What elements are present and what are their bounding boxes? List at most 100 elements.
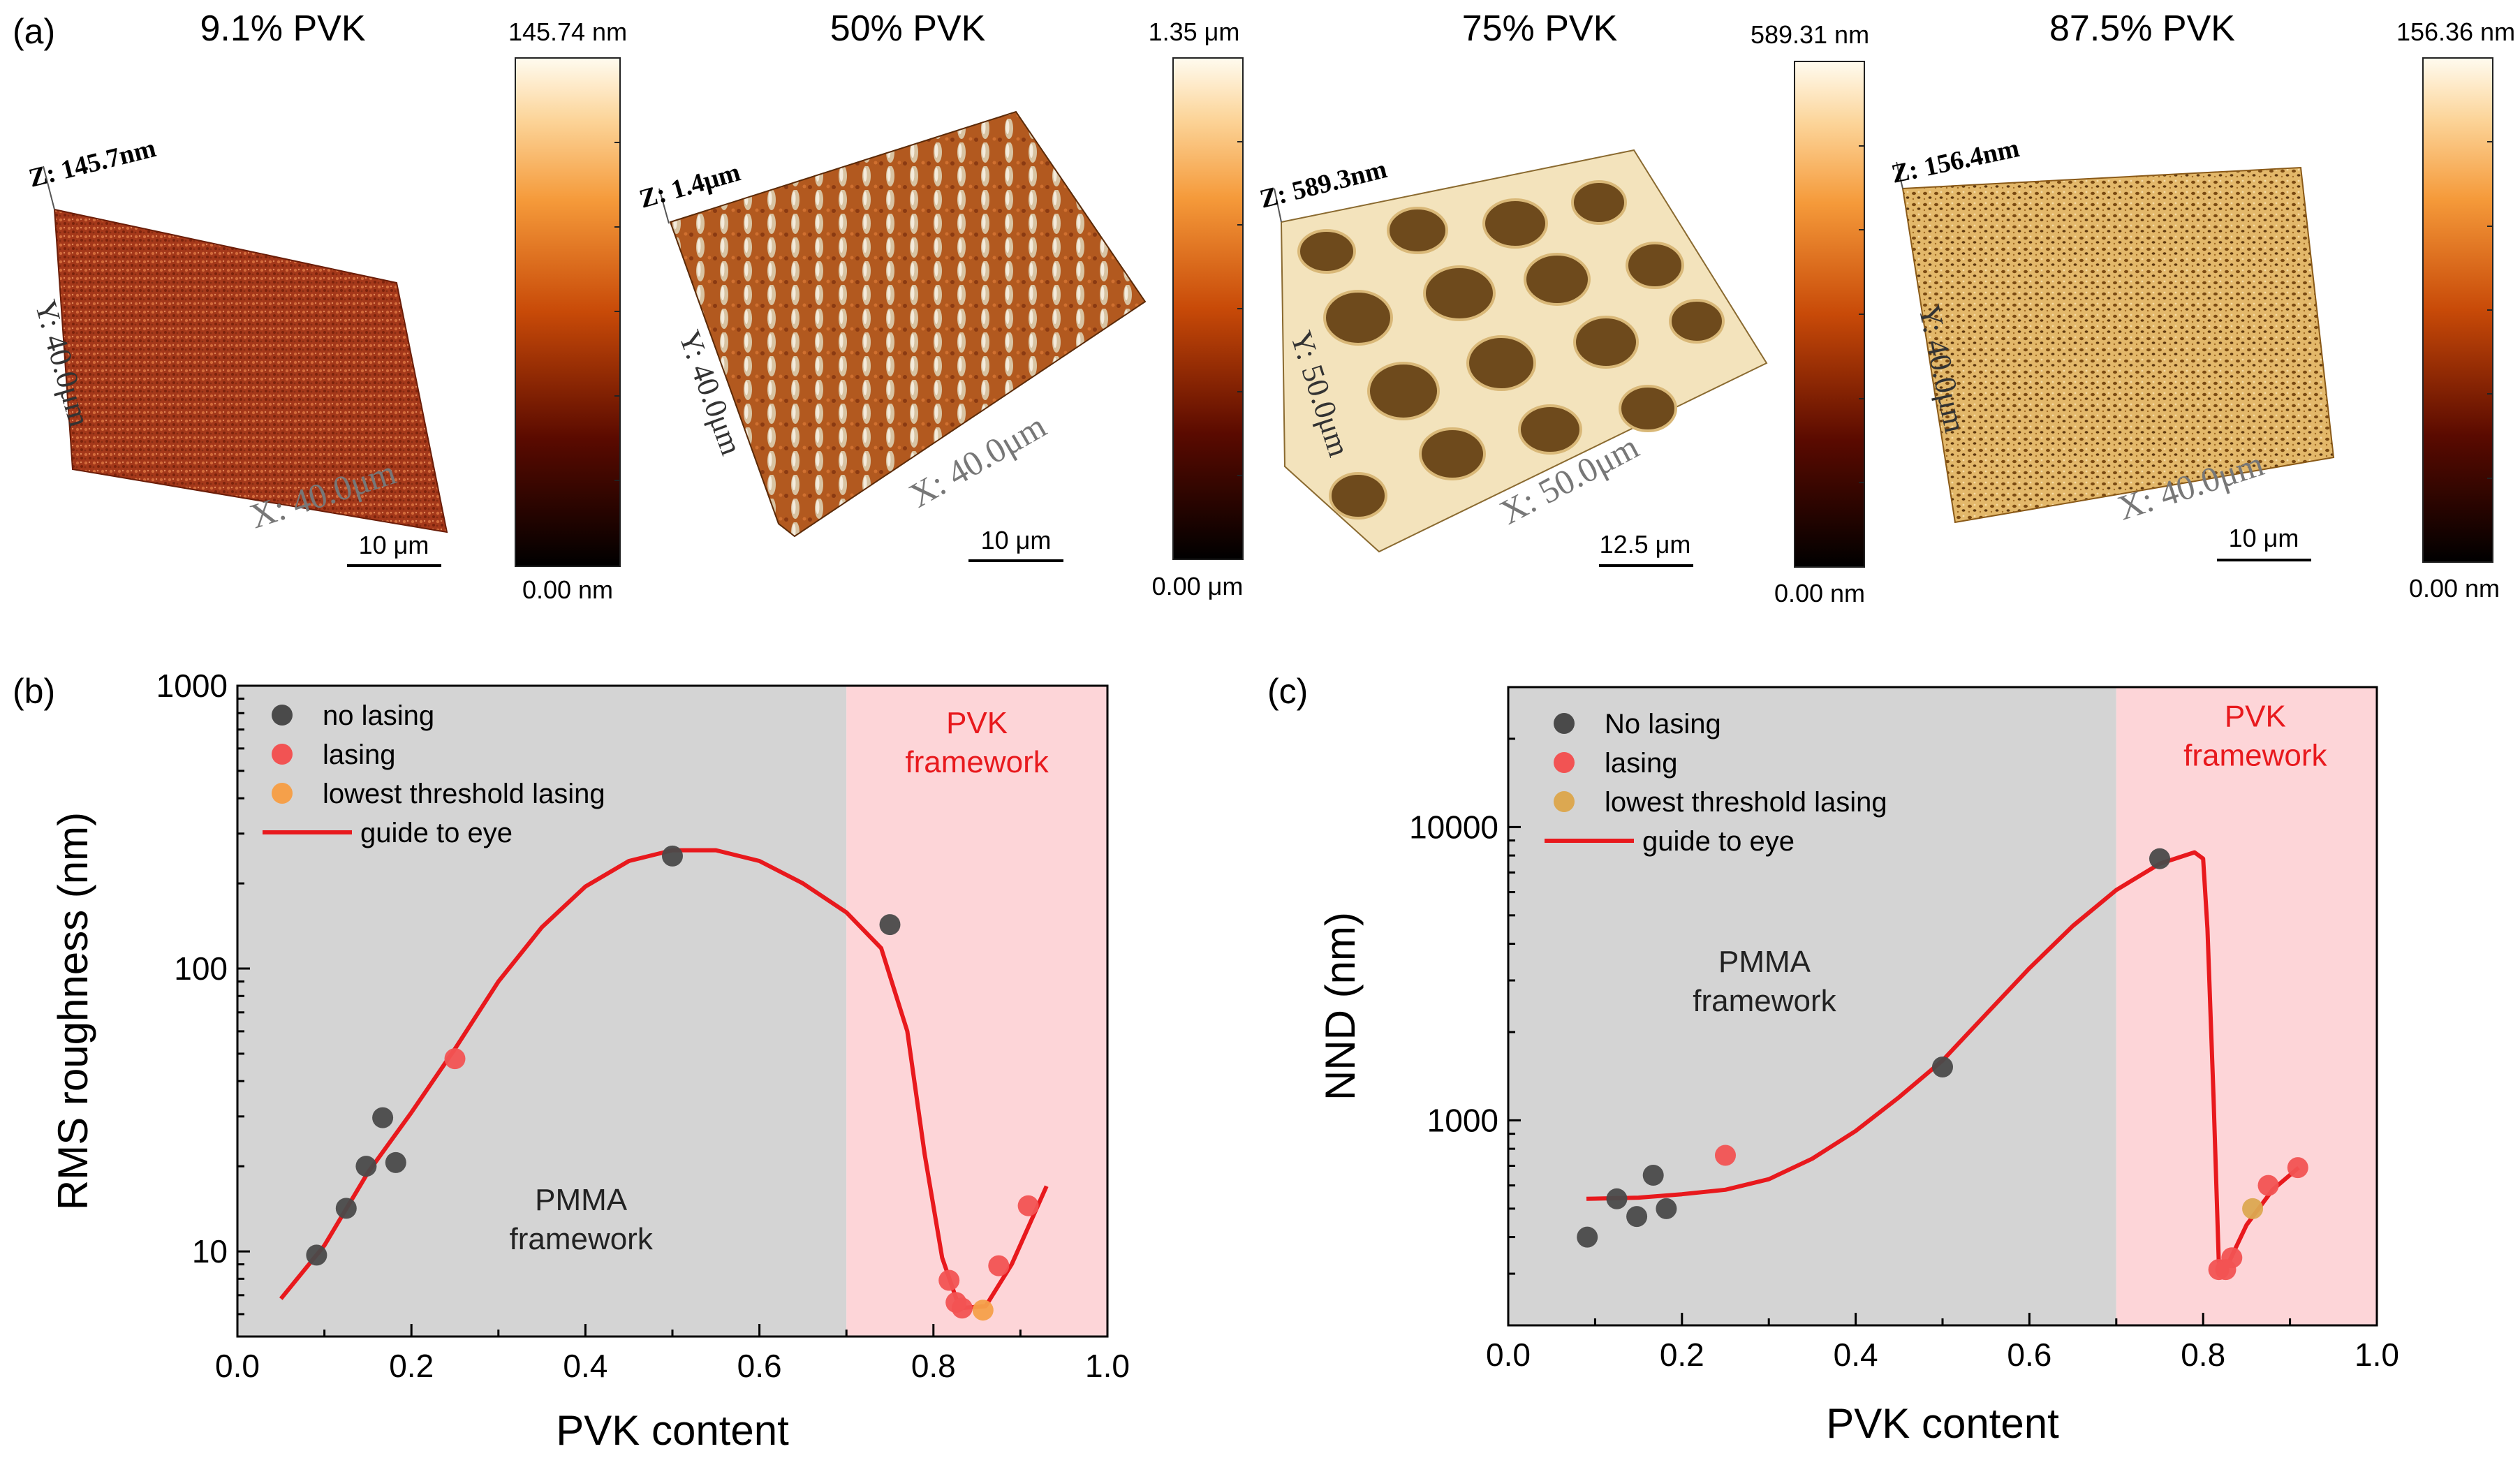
axis-ticks: 0.0 0.2 0.4 0.6 0.8 1.0 1000 10000: [1409, 686, 2399, 1373]
region-label: PVK: [2225, 700, 2286, 734]
z-axis-label: Z: 156.4nm: [1889, 133, 2021, 189]
legend-label: lowest threshold lasing: [1605, 787, 1887, 818]
y-axis-title: NND (nm): [1317, 912, 1364, 1101]
x-tick-label: 0.2: [1660, 1337, 1704, 1373]
region-pmma-framework: [1508, 687, 2116, 1325]
region-label: framework: [1693, 984, 1836, 1018]
legend: no lasing lasing lowest threshold lasing gu…: [263, 700, 605, 848]
region-label: framework: [2183, 739, 2327, 773]
afm-title: 75% PVK: [1462, 8, 1618, 49]
afm-surface-rough: [53, 208, 448, 533]
afm-title: 50% PVK: [830, 8, 986, 49]
colorbar-min: 0.00 nm: [522, 575, 613, 604]
scale-bar-label: 10 μm: [359, 531, 429, 559]
z-axis-line: [43, 165, 55, 210]
legend-label: guide to eye: [1642, 826, 1795, 857]
x-tick-label: 0.8: [911, 1348, 956, 1384]
y-tick-label: 10: [192, 1233, 228, 1269]
data-point-no-lasing: [355, 1156, 377, 1177]
x-tick-label: 1.0: [1085, 1348, 1130, 1384]
afm-panel-3: 75% PVK Z: 589.3nm Y: 50.0μm X: 50.0μm 1…: [1257, 8, 1869, 608]
plot-background: PMMA framework PVK framework: [1508, 687, 2377, 1325]
data-point-no-lasing: [1932, 1057, 1953, 1077]
axis-ticks: 0.0 0.2 0.4 0.6 0.8 1.0 10 100 1000: [156, 668, 1130, 1384]
region-label: PMMA: [535, 1183, 628, 1217]
legend-label: lasing: [1605, 748, 1678, 779]
data-point-lowest-threshold-lasing: [972, 1300, 994, 1321]
region-pvk-framework: [2116, 687, 2377, 1325]
data-point-no-lasing: [1626, 1206, 1648, 1228]
afm-title: 9.1% PVK: [200, 8, 365, 49]
data-point-no-lasing: [879, 914, 901, 936]
z-axis-label: Z: 145.7nm: [26, 133, 159, 193]
legend-marker: [272, 783, 293, 804]
data-points-layer: [306, 845, 1039, 1321]
x-tick-label: 0.0: [215, 1348, 260, 1384]
z-axis-line: [658, 188, 670, 224]
data-point-no-lasing: [1606, 1188, 1628, 1209]
data-point-lasing: [444, 1048, 466, 1070]
x-axis-title: PVK content: [556, 1407, 789, 1454]
colorbar-min: 0.00 nm: [2409, 574, 2500, 603]
colorbar-min: 0.00 nm: [1774, 579, 1865, 608]
panel-label-b: (b): [13, 672, 55, 711]
y-tick-label: 1000: [1427, 1102, 1498, 1138]
scale-bar-label: 10 μm: [2229, 524, 2299, 552]
data-point-no-lasing: [385, 1151, 406, 1173]
colorbar-ticks: [2487, 141, 2493, 479]
data-point-lowest-threshold-lasing: [2242, 1198, 2264, 1219]
data-point-lasing: [2287, 1157, 2308, 1179]
data-point-no-lasing: [1577, 1226, 1598, 1248]
x-tick-label: 0.6: [737, 1348, 782, 1384]
afm-panel-2: 50% PVK Z: 1.4μm Y: 40.0μm X: 40.0μm 10 …: [636, 8, 1244, 601]
colorbar: [515, 57, 621, 567]
plot-background: PMMA framework PVK framework: [237, 686, 1107, 1337]
x-tick-label: 0.4: [1834, 1337, 1878, 1373]
data-point-lasing: [2221, 1247, 2243, 1269]
legend-marker: [272, 744, 293, 765]
region-label: framework: [509, 1222, 653, 1256]
x-tick-label: 0.6: [2007, 1337, 2051, 1373]
afm-pores: [1297, 180, 1725, 520]
colorbar-max: 156.36 nm: [2396, 17, 2515, 46]
scale-bar-label: 12.5 μm: [1600, 530, 1691, 559]
scale-bar-label: 10 μm: [981, 526, 1052, 554]
legend-marker: [272, 705, 293, 726]
panel-label-c: (c): [1267, 672, 1308, 711]
y-tick-label: 10000: [1409, 809, 1498, 845]
panel-label-a: (a): [13, 12, 55, 51]
x-tick-label: 0.4: [563, 1348, 607, 1384]
data-point-no-lasing: [1642, 1165, 1664, 1186]
data-point-lasing: [951, 1297, 973, 1319]
x-tick-label: 1.0: [2355, 1337, 2399, 1373]
afm-title: 87.5% PVK: [2049, 8, 2235, 49]
z-axis-line: [1896, 161, 1903, 189]
colorbar-max: 589.31 nm: [1751, 20, 1869, 49]
data-point-lasing: [988, 1255, 1010, 1276]
afm-surface-spikes: [669, 110, 1147, 538]
region-pmma-framework: [237, 686, 847, 1337]
colorbar-ticks: [1237, 141, 1243, 476]
legend-marker: [1554, 752, 1575, 773]
data-point-lasing: [1715, 1145, 1736, 1166]
legend-label: lowest threshold lasing: [323, 779, 605, 809]
y-tick-label: 1000: [156, 668, 228, 704]
colorbar: [2422, 57, 2493, 563]
legend: No lasing lasing lowest threshold lasing gu…: [1545, 709, 1887, 857]
x-tick-label: 0.8: [2181, 1337, 2225, 1373]
colorbar-ticks: [614, 142, 620, 481]
data-point-no-lasing: [306, 1244, 327, 1266]
colorbar-min: 0.00 μm: [1152, 572, 1244, 601]
region-label: PMMA: [1718, 945, 1811, 979]
data-points-layer: [1577, 848, 2308, 1281]
legend-label: lasing: [323, 739, 396, 770]
colorbar-max: 145.74 nm: [508, 17, 627, 46]
afm-panel-1: 9.1% PVK Z: 145.7nm Y: 40.0μm X: 40.0μm …: [26, 8, 627, 604]
legend-marker: [1554, 713, 1575, 734]
x-axis-title: PVK content: [1826, 1400, 2059, 1447]
data-point-no-lasing: [662, 845, 683, 867]
afm-surface-porous: [1901, 166, 2335, 524]
region-label: PVK: [946, 706, 1008, 740]
data-point-no-lasing: [2149, 848, 2170, 869]
